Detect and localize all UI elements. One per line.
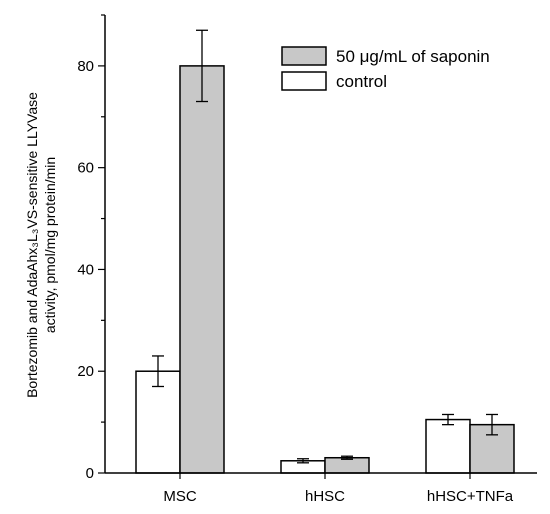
- error-bar-saponin-hhsc: [341, 455, 353, 460]
- bars-group: [135, 65, 515, 474]
- error-bar-control-hhsc: [297, 458, 309, 464]
- y-tick-label: 80: [77, 58, 94, 75]
- bar-control-msc: [135, 370, 181, 474]
- bar-saponin-hhsc: [324, 456, 370, 474]
- y-axis-title-line1: Bortezomib and AdaAhx₃L₃VS-sensitive LLY…: [24, 92, 40, 398]
- x-tick-label: hHSC+TNFa: [427, 488, 514, 505]
- bar-control-hhsc-tnfa: [425, 418, 471, 474]
- y-tick-label: 20: [77, 363, 94, 380]
- error-bar-control-hhsc-tnfa: [442, 413, 454, 426]
- x-tick-label: hHSC: [305, 488, 345, 505]
- y-tick-label: 60: [77, 160, 94, 177]
- error-bar-saponin-hhsc-tnfa: [486, 413, 498, 436]
- error-bar-saponin-msc: [196, 29, 208, 103]
- bar-saponin-msc: [179, 65, 225, 474]
- legend-item-saponin: 50 μg/mL of saponin: [281, 46, 490, 66]
- legend: 50 μg/mL of saponin control: [281, 46, 490, 91]
- y-axis-title-line2: activity, pmol/mg protein/min: [42, 157, 58, 333]
- error-bar-control-msc: [152, 355, 164, 388]
- legend-label: 50 μg/mL of saponin: [336, 47, 490, 66]
- axes-group: 0 20 40 60 80 MSC hHSC hHSC+TNFa: [77, 14, 537, 505]
- legend-label: control: [336, 72, 387, 91]
- y-tick-label: 40: [77, 261, 94, 278]
- error-bars-group: [152, 29, 498, 464]
- legend-swatch: [281, 46, 327, 66]
- y-axis-title: Bortezomib and AdaAhx₃L₃VS-sensitive LLY…: [24, 92, 58, 398]
- y-tick-label: 0: [86, 465, 94, 482]
- legend-item-control: control: [281, 71, 387, 91]
- legend-swatch: [281, 71, 327, 91]
- x-tick-label: MSC: [163, 488, 197, 505]
